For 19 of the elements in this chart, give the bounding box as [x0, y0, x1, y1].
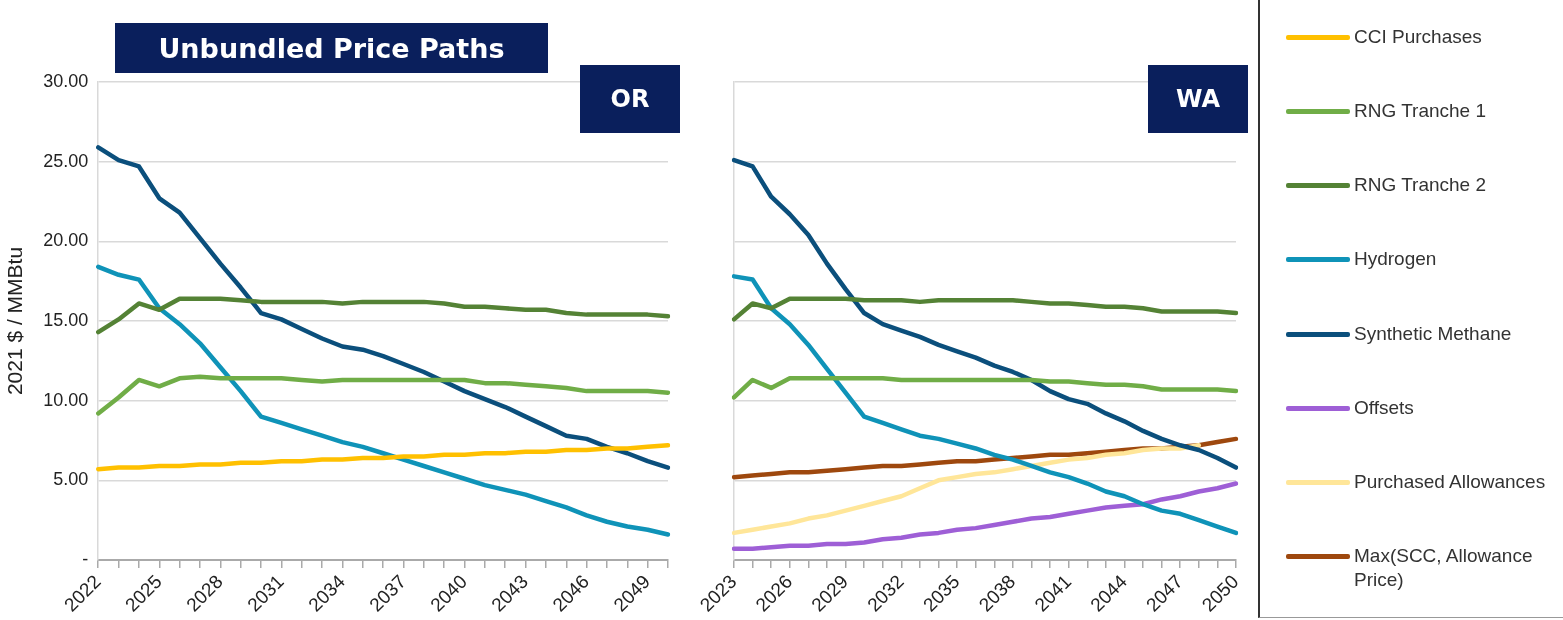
chart-subtitle: OR: [580, 65, 680, 133]
legend-label: RNG Tranche 1: [1354, 99, 1486, 124]
chart-title: WA: [1148, 65, 1248, 133]
chart-title: Unbundled Price Paths: [115, 23, 548, 73]
legend-label: Synthetic Methane: [1354, 321, 1512, 346]
legend-label: RNG Tranche 2: [1354, 173, 1486, 198]
y-tick-label: 5.00: [53, 469, 89, 490]
y-tick-label: 20.00: [43, 230, 89, 251]
legend-label: Max(SCC, Allowance Price): [1354, 543, 1534, 592]
legend-label: Hydrogen: [1354, 247, 1437, 272]
legend-label: Offsets: [1354, 395, 1414, 420]
legend-label: Purchased Allowances: [1354, 469, 1546, 494]
y-tick-label: -: [82, 548, 89, 569]
y-tick-label: 15.00: [43, 309, 89, 330]
y-tick-label: 10.00: [43, 389, 89, 410]
y-tick-label: 25.00: [43, 150, 89, 171]
y-axis-title: 2021 $ / MMBtu: [3, 246, 27, 396]
y-tick-label: 30.00: [43, 70, 89, 91]
legend-label: CCI Purchases: [1354, 25, 1482, 50]
